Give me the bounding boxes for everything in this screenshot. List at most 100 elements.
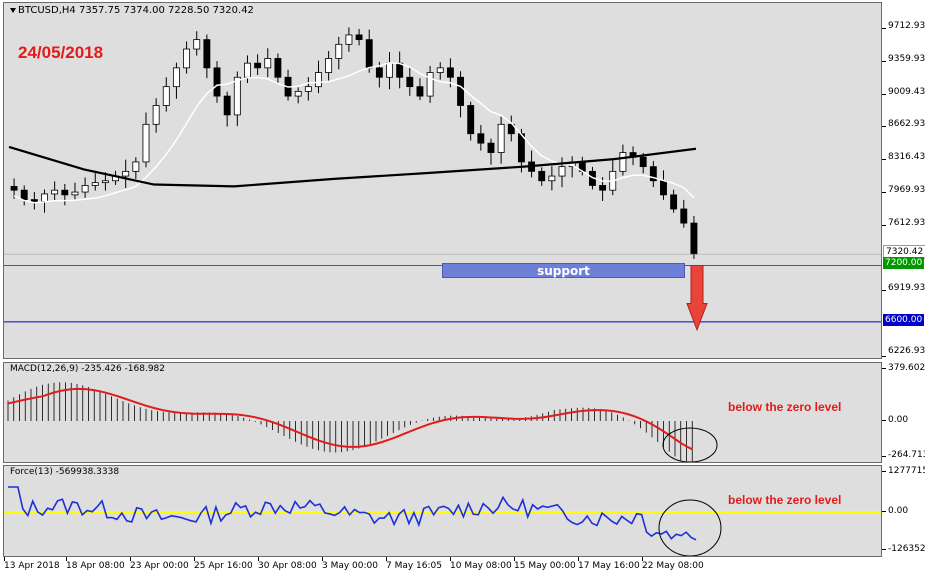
price-tick: 9359.93 — [888, 54, 925, 64]
candle-body — [446, 67, 454, 78]
candle-body — [233, 76, 241, 116]
candle-body — [345, 34, 353, 45]
candle-body — [101, 180, 109, 184]
time-tick: 23 Apr 00:00 — [130, 561, 189, 571]
macd-tick: -264.713 — [888, 450, 925, 460]
candle-body — [507, 123, 515, 135]
candle-body — [193, 39, 201, 50]
price-tick: 6919.93 — [888, 283, 925, 293]
level-7200-tag: 7200.00 — [883, 257, 925, 269]
candle-body — [81, 185, 89, 193]
level-6600-tag: 6600.00 — [883, 314, 925, 326]
macd-axis: 379.602 0.00 -264.713 — [882, 362, 925, 463]
candle-body — [690, 222, 698, 255]
candle-body — [406, 76, 414, 88]
price-tick: 8316.43 — [888, 152, 925, 162]
force-tick: -1263529 — [888, 544, 925, 554]
candle-body — [649, 166, 657, 182]
date-annotation: 24/05/2018 — [18, 43, 104, 62]
slow-ma-line — [8, 145, 697, 188]
candle-body — [325, 58, 333, 73]
candle-body — [61, 189, 69, 196]
macd-tick: 0.00 — [888, 415, 909, 425]
price-tick: 9009.43 — [888, 87, 925, 97]
candle-body — [680, 208, 688, 224]
macd-note: below the zero level — [728, 400, 842, 414]
down-arrow-icon — [686, 264, 708, 332]
time-tick: 30 Apr 08:00 — [258, 561, 317, 571]
candle-body — [183, 48, 191, 69]
candle-body — [223, 95, 231, 116]
candle-body — [670, 194, 678, 210]
time-tick: 18 Apr 08:00 — [66, 561, 125, 571]
time-tick: 15 May 00:00 — [514, 561, 576, 571]
force-line — [8, 486, 697, 541]
candle-body — [365, 39, 373, 69]
candle-body — [548, 175, 556, 182]
force-tick: 0.00 — [888, 506, 909, 516]
price-pane[interactable]: BTCUSD,H4 7357.75 7374.00 7228.50 7320.4… — [3, 2, 882, 359]
time-tick: 25 Apr 16:00 — [194, 561, 253, 571]
candle-body — [91, 182, 99, 186]
candle-body — [51, 189, 59, 195]
macd-chart-svg — [7, 382, 718, 462]
candle-body — [304, 86, 312, 92]
candle-body — [10, 186, 18, 191]
candle-body — [41, 193, 48, 202]
force-pane[interactable]: Force(13) -569938.3338 below the zero le… — [3, 465, 882, 557]
candle-body — [152, 105, 160, 125]
time-tick: 3 May 00:00 — [322, 561, 378, 571]
macd-title: MACD(12,26,9) -235.426 -168.982 — [10, 364, 166, 374]
force-tick: 1277715.1 — [888, 466, 925, 476]
candle-body — [132, 161, 140, 172]
force-title: Force(13) -569938.3338 — [10, 467, 120, 477]
force-axis: 1277715.1 0.00 -1263529 — [882, 465, 925, 557]
candle-body — [142, 123, 150, 163]
force-chart-svg — [4, 486, 881, 556]
time-tick: 7 May 16:05 — [386, 561, 442, 571]
time-tick: 13 Apr 2018 — [4, 561, 60, 571]
candle-body — [619, 152, 627, 172]
candle-body — [660, 180, 667, 196]
price-tick: 7612.93 — [888, 218, 925, 228]
candle-body — [274, 58, 282, 78]
macd-highlight-circle — [662, 427, 718, 462]
macd-signal-line — [7, 387, 693, 451]
macd-pane[interactable]: MACD(12,26,9) -235.426 -168.982 below th… — [3, 362, 882, 463]
candle-body — [335, 43, 343, 59]
candle-body — [639, 156, 647, 168]
time-tick: 17 May 16:00 — [578, 561, 640, 571]
time-axis: 13 Apr 2018 18 Apr 08:00 23 Apr 00:00 25… — [0, 557, 925, 577]
time-tick: 22 May 08:00 — [642, 561, 704, 571]
candle-body — [264, 58, 272, 69]
price-tick: 8662.93 — [888, 119, 925, 129]
candle-body — [254, 62, 262, 69]
candle-body — [172, 67, 180, 88]
candle-body — [294, 90, 302, 97]
candle-body — [477, 133, 485, 144]
candle-body — [457, 76, 464, 106]
candle-body — [355, 34, 363, 41]
candle-body — [386, 62, 393, 78]
force-note: below the zero level — [728, 493, 842, 507]
candle-body — [396, 62, 404, 78]
time-tick: 10 May 08:00 — [450, 561, 512, 571]
support-zone[interactable]: support — [442, 263, 685, 278]
candle-body — [599, 185, 607, 191]
candle-body — [213, 67, 221, 97]
candle-body — [558, 166, 566, 177]
candle-body — [71, 191, 79, 196]
price-axis: 9712.93 9359.93 9009.43 8662.93 8316.43 … — [882, 2, 925, 359]
price-chart-svg — [4, 27, 881, 332]
candle-body — [30, 199, 38, 202]
candle-body — [436, 67, 444, 73]
price-tick: 6226.93 — [888, 346, 925, 356]
candle-body — [244, 62, 251, 78]
candle-body — [122, 170, 130, 177]
dropdown-triangle-icon — [10, 7, 16, 13]
candle-body — [315, 72, 322, 88]
candle-body — [497, 123, 505, 153]
candle-body — [538, 170, 546, 182]
candle-body — [416, 86, 424, 97]
